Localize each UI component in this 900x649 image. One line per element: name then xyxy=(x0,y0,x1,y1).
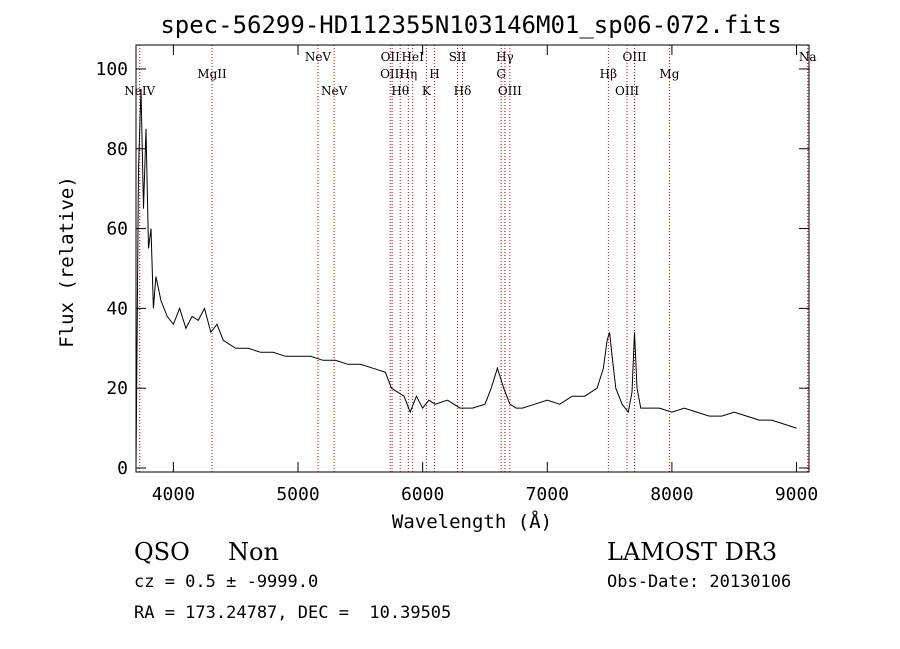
y-axis-label: Flux (relative) xyxy=(56,176,78,348)
emission-line-label: OII xyxy=(381,50,401,64)
object-class: QSO xyxy=(134,538,190,566)
emission-line-label: H xyxy=(429,67,439,81)
y-tick-label: 60 xyxy=(106,219,128,240)
x-tick-label: 9000 xyxy=(775,484,818,505)
emission-line-markers xyxy=(139,45,809,472)
emission-line-label: Hβ xyxy=(600,67,617,81)
x-axis: 4000 5000 6000 7000 8000 9000 xyxy=(152,45,818,505)
emission-line-labels: NeIV MgII NeV NeV OII OIII Hθ HeI Hη HK SII Hδ Hγ G OI… xyxy=(124,50,816,98)
y-tick-label: 40 xyxy=(106,298,128,319)
emission-line-label: Mg xyxy=(659,67,679,81)
x-axis-label: Wavelength (Å) xyxy=(392,510,552,533)
emission-line-label: Hη xyxy=(399,67,417,81)
emission-line-label: Hθ xyxy=(391,84,409,98)
x-tick-label: 5000 xyxy=(276,484,319,505)
emission-line-label: SII xyxy=(449,50,467,64)
x-tick-label: 6000 xyxy=(401,484,444,505)
object-subclass: Non xyxy=(228,538,279,566)
plot-frame xyxy=(135,44,810,473)
survey-name: LAMOST DR3 xyxy=(607,538,778,566)
y-tick-label: 80 xyxy=(106,139,128,160)
emission-line-label: Na xyxy=(799,50,817,64)
emission-line-label: NeV xyxy=(305,50,332,64)
emission-line-label: OIII xyxy=(498,84,522,98)
emission-line-label: HeI xyxy=(402,50,425,64)
emission-line-label: NeIV xyxy=(124,84,155,98)
obs-date: Obs-Date: 20130106 xyxy=(607,572,792,592)
spectrum-line xyxy=(135,88,797,469)
emission-line-label: OIII xyxy=(615,84,639,98)
y-tick-label: 0 xyxy=(117,458,128,479)
y-tick-label: 20 xyxy=(106,378,128,399)
y-axis: 0 20 40 60 80 100 xyxy=(95,59,809,479)
emission-line-label: MgII xyxy=(197,67,227,81)
y-tick-label: 100 xyxy=(95,59,128,80)
x-tick-label: 8000 xyxy=(650,484,693,505)
x-tick-label: 7000 xyxy=(526,484,569,505)
emission-line-label: K xyxy=(422,84,432,98)
ra-dec: RA = 173.24787, DEC = 10.39505 xyxy=(134,603,452,623)
chart-title: spec-56299-HD112355N103146M01_sp06-072.f… xyxy=(160,11,781,39)
emission-line-label: Hγ xyxy=(496,50,514,64)
emission-line-label: NeV xyxy=(321,84,348,98)
redshift-cz: cz = 0.5 ± -9999.0 xyxy=(134,572,319,592)
x-tick-label: 4000 xyxy=(152,484,195,505)
emission-line-label: G xyxy=(496,67,506,81)
emission-line-label: OIII xyxy=(380,67,404,81)
emission-line-label: OIII xyxy=(622,50,646,64)
emission-line-label: Hδ xyxy=(454,84,472,98)
